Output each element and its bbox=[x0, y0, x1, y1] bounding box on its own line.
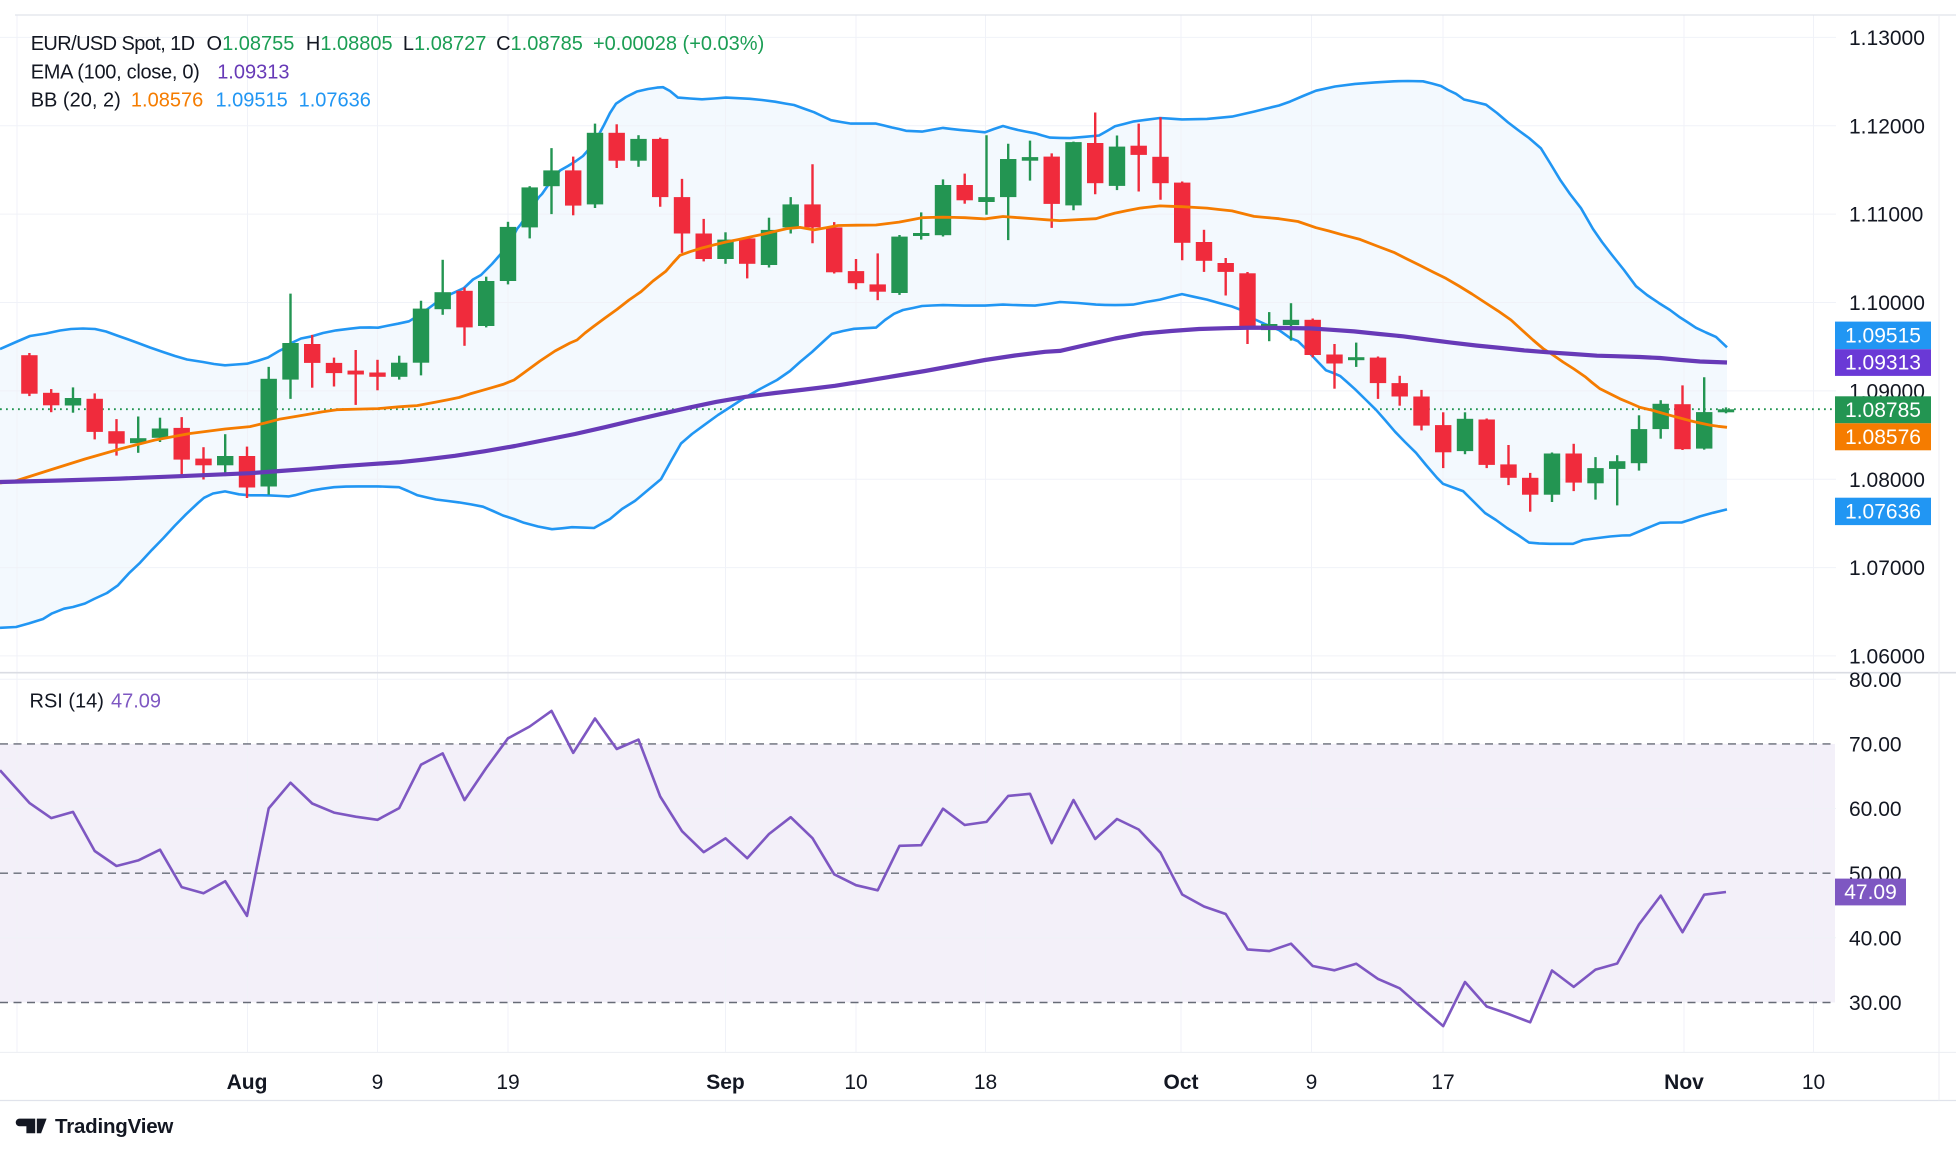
svg-text:1.07000: 1.07000 bbox=[1849, 557, 1925, 580]
svg-text:1.09313: 1.09313 bbox=[217, 61, 289, 83]
svg-text:Nov: Nov bbox=[1664, 1071, 1704, 1094]
svg-text:1.09515: 1.09515 bbox=[216, 90, 288, 112]
svg-text:1.09313: 1.09313 bbox=[1845, 352, 1921, 375]
svg-text:1.07636: 1.07636 bbox=[1845, 500, 1921, 523]
svg-text:17: 17 bbox=[1431, 1071, 1454, 1094]
svg-text:40.00: 40.00 bbox=[1849, 927, 1902, 950]
svg-text:10: 10 bbox=[1802, 1071, 1825, 1094]
svg-text:1.13000: 1.13000 bbox=[1849, 27, 1925, 50]
svg-text:1.09515: 1.09515 bbox=[1845, 324, 1921, 347]
svg-text:9: 9 bbox=[372, 1071, 384, 1094]
svg-text:47.09: 47.09 bbox=[1844, 881, 1897, 904]
svg-text:1.08576: 1.08576 bbox=[1845, 426, 1921, 449]
svg-text:EUR/USD Spot, 1D: EUR/USD Spot, 1D bbox=[31, 33, 195, 55]
svg-text:Aug: Aug bbox=[227, 1071, 268, 1094]
svg-text:L1.08727: L1.08727 bbox=[403, 33, 486, 55]
svg-text:Sep: Sep bbox=[706, 1071, 745, 1094]
svg-text:1.08576: 1.08576 bbox=[131, 90, 203, 112]
svg-text:O1.08755: O1.08755 bbox=[207, 33, 295, 55]
svg-text:+0.00028 (+0.03%): +0.00028 (+0.03%) bbox=[593, 33, 764, 55]
svg-text:1.07636: 1.07636 bbox=[299, 90, 371, 112]
svg-text:1.12000: 1.12000 bbox=[1849, 115, 1925, 138]
svg-text:BB (20, 2): BB (20, 2) bbox=[31, 90, 121, 112]
svg-text:47.09: 47.09 bbox=[111, 691, 161, 713]
svg-text:30.00: 30.00 bbox=[1849, 992, 1902, 1015]
svg-text:60.00: 60.00 bbox=[1849, 798, 1902, 821]
svg-text:18: 18 bbox=[974, 1071, 997, 1094]
svg-text:1.06000: 1.06000 bbox=[1849, 646, 1925, 669]
svg-text:10: 10 bbox=[844, 1071, 867, 1094]
svg-text:EMA (100, close, 0): EMA (100, close, 0) bbox=[31, 61, 200, 83]
svg-text:1.10000: 1.10000 bbox=[1849, 292, 1925, 315]
svg-text:9: 9 bbox=[1306, 1071, 1318, 1094]
svg-text:1.08785: 1.08785 bbox=[1845, 399, 1921, 422]
svg-text:TradingView: TradingView bbox=[55, 1115, 173, 1138]
svg-text:Oct: Oct bbox=[1163, 1071, 1198, 1094]
svg-text:70.00: 70.00 bbox=[1849, 734, 1902, 757]
svg-text:RSI (14): RSI (14) bbox=[30, 691, 104, 713]
svg-text:H1.08805: H1.08805 bbox=[306, 33, 393, 55]
svg-text:19: 19 bbox=[496, 1071, 519, 1094]
svg-text:80.00: 80.00 bbox=[1849, 669, 1902, 692]
svg-text:1.08000: 1.08000 bbox=[1849, 469, 1925, 492]
svg-text:1.11000: 1.11000 bbox=[1849, 204, 1923, 227]
svg-text:C1.08785: C1.08785 bbox=[496, 33, 583, 55]
